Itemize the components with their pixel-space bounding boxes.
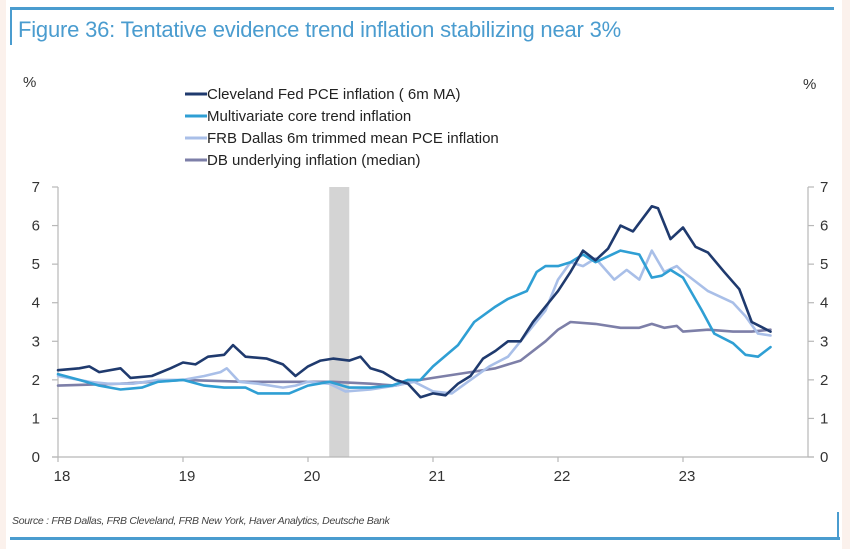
x-tick-label: 21	[429, 468, 446, 485]
y-tick-label-right: 7	[820, 179, 828, 196]
y-tick-label-right: 6	[820, 218, 828, 235]
y-tick-label-right: 5	[820, 256, 828, 273]
legend-label-1: Multivariate core trend inflation	[207, 108, 411, 125]
x-tick-label: 22	[554, 468, 571, 485]
y-tick-label-left: 2	[32, 372, 40, 389]
y-tick-label-left: 7	[32, 179, 40, 196]
y-tick-label-left: 5	[32, 256, 40, 273]
series-line-0	[56, 205, 772, 399]
frame-left-border	[10, 7, 12, 45]
frame-right-border	[837, 512, 839, 539]
x-tick-label: 23	[679, 468, 696, 485]
x-tick-label: 20	[304, 468, 321, 485]
y-tick-label-right: 2	[820, 372, 828, 389]
series-line-2	[56, 249, 772, 395]
y-tick-label-right: 0	[820, 449, 828, 466]
y-tick-label-left: 3	[32, 333, 40, 350]
y-tick-label-left: 6	[32, 218, 40, 235]
frame-top-border	[10, 7, 834, 10]
left-axis-unit: %	[23, 74, 37, 91]
y-tick-label-left: 0	[32, 449, 40, 466]
legend-label-3: DB underlying inflation (median)	[207, 152, 420, 169]
y-tick-label-left: 1	[32, 410, 40, 427]
source-note: Source : FRB Dallas, FRB Cleveland, FRB …	[12, 515, 390, 527]
x-tick-label: 18	[54, 468, 71, 485]
series-line-1	[56, 249, 772, 395]
y-tick-label-left: 4	[32, 295, 40, 312]
series-line-3	[56, 320, 772, 387]
x-tick-label: 19	[179, 468, 196, 485]
legend-label-0: Cleveland Fed PCE inflation ( 6m MA)	[207, 86, 460, 103]
figure-title: Figure 36: Tentative evidence trend infl…	[18, 17, 621, 42]
recession-shade	[329, 187, 350, 457]
legend-label-2: FRB Dallas 6m trimmed mean PCE inflation	[207, 130, 499, 147]
right-axis-unit: %	[803, 76, 817, 93]
y-tick-label-right: 1	[820, 410, 828, 427]
frame-bottom-border	[10, 537, 840, 540]
y-tick-label-right: 4	[820, 295, 828, 312]
y-tick-label-right: 3	[820, 333, 828, 350]
